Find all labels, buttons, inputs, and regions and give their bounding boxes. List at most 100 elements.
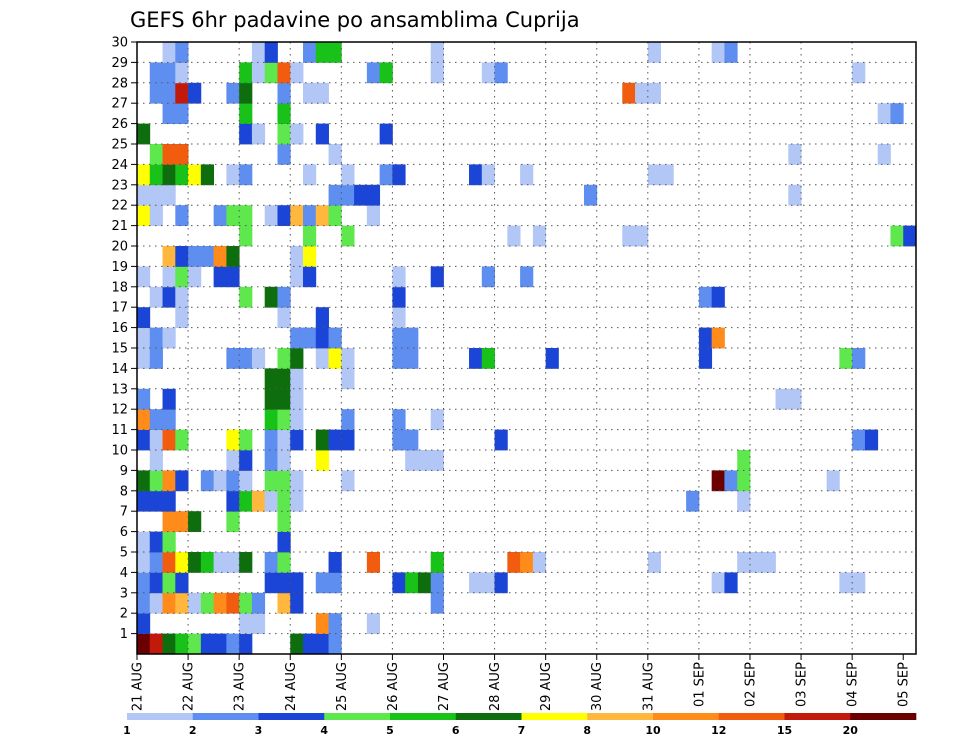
heat-cell [494, 429, 508, 451]
y-tick-label: 2 [120, 607, 128, 622]
heat-cell [149, 62, 163, 84]
heat-cell [290, 388, 304, 410]
heat-cell [175, 592, 189, 614]
y-tick-label: 5 [120, 546, 128, 561]
heat-cell [277, 307, 291, 328]
heat-cell [290, 123, 304, 145]
heat-cell [290, 62, 304, 84]
y-tick-label: 13 [111, 382, 128, 397]
y-tick-label: 23 [111, 178, 128, 193]
heat-cell [430, 552, 444, 573]
x-tick-label: 23 AUG [233, 662, 248, 711]
heat-cell [251, 123, 266, 145]
heat-cell [162, 184, 176, 206]
heat-cell [405, 450, 419, 471]
heat-cell [711, 572, 725, 594]
heat-cell [277, 470, 291, 492]
heat-cell [162, 511, 176, 532]
heat-cell [328, 348, 342, 369]
heat-cell [290, 327, 304, 349]
heat-cell [328, 633, 342, 655]
heat-cell [494, 62, 508, 84]
heat-cell [290, 205, 304, 226]
heat-cell [226, 164, 240, 186]
heat-cell [392, 286, 406, 308]
x-tick-label: 26 AUG [386, 662, 401, 711]
heat-cell [315, 450, 329, 471]
heat-cell [724, 42, 738, 63]
heat-cell [328, 205, 342, 226]
heat-cell [239, 592, 253, 614]
heat-cell [239, 62, 253, 84]
heat-cell [430, 62, 444, 84]
heat-cell [137, 531, 151, 553]
y-tick-label: 27 [111, 97, 128, 112]
heat-cell [226, 552, 240, 573]
colorbar-segment [850, 713, 917, 720]
y-tick-label: 4 [120, 566, 128, 581]
y-tick-label: 29 [111, 56, 128, 71]
heat-cell [162, 82, 176, 104]
heat-cell [162, 327, 176, 349]
x-tick-label: 04 SEP [846, 662, 861, 707]
colorbar-segment [521, 713, 588, 720]
heat-cell [826, 470, 840, 492]
heat-cell [303, 266, 317, 288]
heat-cell [264, 286, 278, 308]
heat-cell [290, 429, 304, 451]
heat-cell [660, 164, 674, 186]
heat-cell [481, 348, 495, 369]
heat-cell [213, 266, 227, 288]
heat-cell [392, 164, 406, 186]
heat-cell [175, 572, 189, 594]
x-axis-ticks: 21 AUG 22 AUG 23 AUG 24 AUG 25 AUG 26 AUG 27 A… [131, 654, 912, 711]
heat-cell [175, 62, 189, 84]
heat-cell [303, 327, 317, 349]
heat-cell [137, 307, 151, 328]
heat-cell [264, 409, 278, 430]
heat-cell [251, 613, 266, 634]
heat-cell [277, 205, 291, 226]
heat-cell [277, 511, 291, 532]
heat-cell [162, 470, 176, 492]
x-tick-label: 29 AUG [539, 662, 554, 711]
heat-cell [532, 552, 547, 573]
heat-cell [239, 633, 253, 655]
heat-cell [647, 82, 661, 104]
heat-cell [251, 348, 266, 369]
heat-cell [711, 470, 725, 492]
heat-cell [188, 246, 202, 267]
heat-cell [239, 552, 253, 573]
heat-cell [137, 592, 151, 614]
colorbar-legend: 1 2 3 4 5 6 7 8 10 12 15 20 [123, 713, 917, 737]
heat-cell [264, 42, 278, 63]
heat-cell [341, 470, 355, 492]
heat-cell [341, 348, 355, 369]
heat-cell [149, 633, 163, 655]
heat-cell [328, 144, 342, 165]
heat-cell [213, 552, 227, 573]
heat-cell [213, 205, 227, 226]
heat-cell [149, 164, 163, 186]
heat-cell [149, 205, 163, 226]
heat-cell [698, 327, 713, 349]
heat-cell [149, 531, 163, 553]
heat-cell [239, 348, 253, 369]
heat-cell [737, 450, 751, 471]
heat-cell [315, 205, 329, 226]
y-tick-label: 22 [111, 199, 128, 214]
heat-cell [852, 572, 866, 594]
heat-cell [430, 592, 444, 614]
colorbar-label: 6 [452, 724, 460, 737]
heat-cell [520, 266, 534, 288]
heat-cell [149, 572, 163, 594]
heat-cell [290, 246, 304, 267]
heat-cell [239, 450, 253, 471]
heat-cell [328, 184, 342, 206]
x-tick-label: 25 AUG [335, 662, 350, 711]
heat-cell [226, 82, 240, 104]
heat-cell [162, 552, 176, 573]
heat-cell [162, 409, 176, 430]
colorbar-segment [455, 713, 522, 720]
